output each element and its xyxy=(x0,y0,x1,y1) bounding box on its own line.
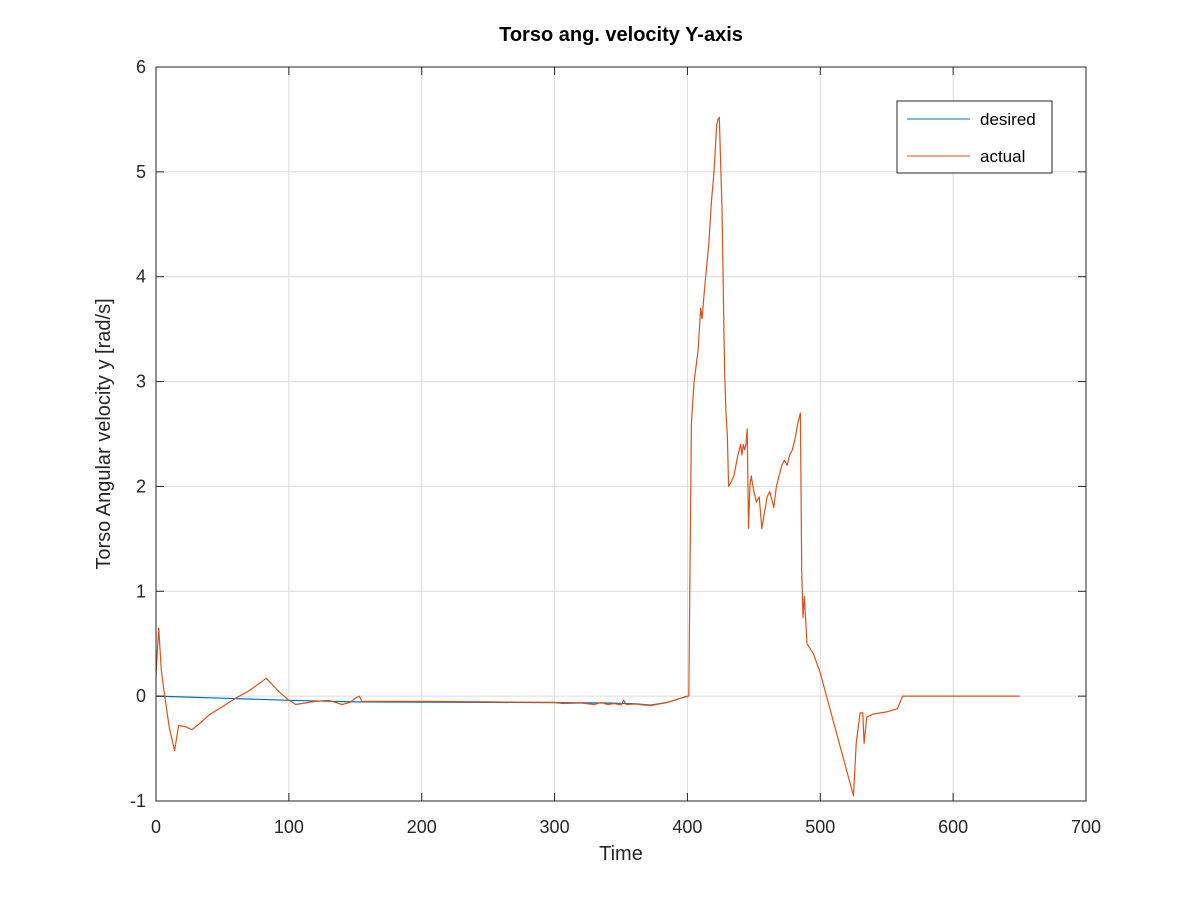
legend-box xyxy=(896,100,1053,174)
y-tick-label: 0 xyxy=(136,686,146,706)
y-tick-label: 2 xyxy=(136,476,146,496)
x-tick-label: 500 xyxy=(805,817,835,837)
legend-label-actual: actual xyxy=(980,147,1025,166)
series-line-actual xyxy=(155,116,1020,797)
x-tick-label: 100 xyxy=(274,817,304,837)
legend: desired actual xyxy=(896,100,1053,174)
x-tick-label: 600 xyxy=(938,817,968,837)
x-tick-label: 0 xyxy=(151,817,161,837)
axes-box xyxy=(155,66,1087,802)
y-tick-label: -1 xyxy=(130,791,146,811)
axes xyxy=(155,66,1087,802)
y-tick-label: 1 xyxy=(136,581,146,601)
y-tick-label: 3 xyxy=(136,372,146,392)
grid xyxy=(155,66,1087,802)
x-tick-label: 700 xyxy=(1071,817,1101,837)
y-axis-label: Torso Angular velocity y [rad/s] xyxy=(93,298,115,569)
chart-title: Torso ang. velocity Y-axis xyxy=(499,24,743,46)
x-tick-label: 200 xyxy=(407,817,437,837)
y-tick-label: 6 xyxy=(136,57,146,77)
y-tick-label: 5 xyxy=(136,162,146,182)
series-layer xyxy=(155,116,1020,797)
plot-area xyxy=(156,67,1086,801)
x-tick-label: 300 xyxy=(540,817,570,837)
x-axis-label: Time xyxy=(599,843,643,865)
legend-label-desired: desired xyxy=(980,110,1036,129)
y-tick-label: 4 xyxy=(136,267,146,287)
x-tick-label: 400 xyxy=(672,817,702,837)
